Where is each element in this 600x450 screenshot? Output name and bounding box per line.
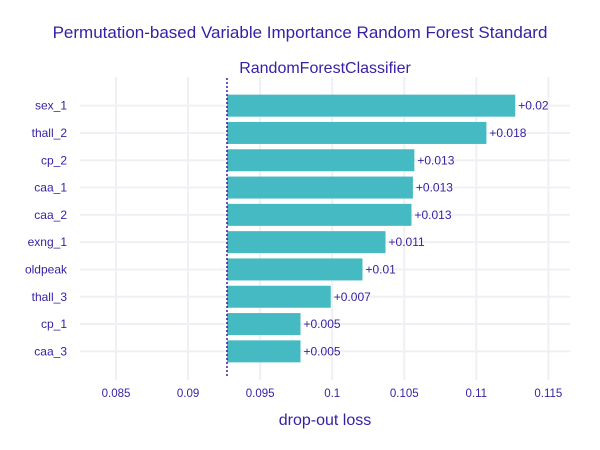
bar-value-label: +0.005 [304, 317, 341, 331]
bar-value-label: +0.005 [304, 344, 341, 358]
bar-value-label: +0.013 [416, 181, 453, 195]
x-tick-label: 0.115 [534, 388, 562, 400]
bar-value-label: +0.011 [389, 235, 425, 249]
bar [227, 313, 301, 336]
bar [227, 340, 301, 363]
bar [227, 94, 516, 117]
x-tick-label: 0.11 [466, 388, 488, 400]
bar [227, 176, 413, 199]
x-tick-label: 0.095 [246, 388, 275, 400]
y-tick-label: exng_1 [28, 235, 68, 249]
x-axis-labels: 0.085 0.09 0.095 0.1 0.105 0.11 0.115 [102, 388, 563, 400]
chart-title: Permutation-based Variable Importance Ra… [53, 23, 548, 42]
x-tick-label: 0.085 [102, 388, 131, 400]
bar [227, 258, 363, 281]
bar [227, 149, 415, 172]
bar-value-label: +0.01 [365, 262, 396, 276]
bar-value-label: +0.013 [417, 153, 454, 167]
bar-value-label: +0.02 [518, 99, 549, 113]
bar-value-label: +0.013 [414, 208, 451, 222]
x-tick-label: 0.105 [390, 388, 419, 400]
bar [227, 121, 487, 144]
bar-value-label: +0.007 [334, 290, 371, 304]
data-labels: +0.02 +0.018 +0.013 +0.013 +0.013 +0.011 +0.01… [304, 99, 549, 359]
bar-value-label: +0.018 [489, 126, 526, 140]
x-tick-label: 0.09 [177, 388, 199, 400]
bar [227, 285, 331, 308]
chart-subtitle: RandomForestClassifier [239, 60, 411, 77]
y-tick-label: thall_3 [32, 290, 68, 304]
y-tick-label: caa_3 [34, 344, 67, 358]
x-tick-label: 0.1 [324, 388, 340, 400]
y-tick-label: cp_2 [41, 153, 67, 167]
y-tick-label: thall_2 [32, 126, 68, 140]
bars-layer [227, 94, 516, 363]
bar [227, 203, 412, 226]
y-tick-label: sex_1 [35, 99, 67, 113]
bar [227, 231, 386, 254]
y-tick-label: oldpeak [25, 262, 68, 276]
y-tick-label: caa_1 [34, 181, 67, 195]
x-axis-title: drop-out loss [279, 412, 372, 429]
y-tick-label: cp_1 [41, 317, 67, 331]
y-tick-label: caa_2 [34, 208, 67, 222]
